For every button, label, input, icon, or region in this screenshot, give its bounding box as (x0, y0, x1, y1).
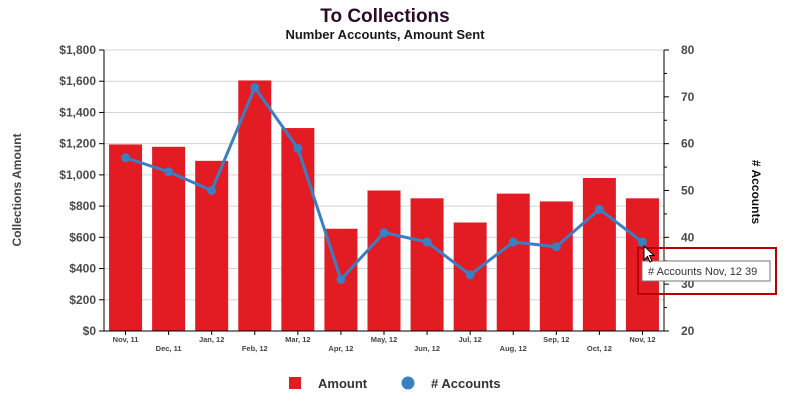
y-tick-label: $200 (69, 293, 96, 307)
y-tick-label: $1,600 (59, 74, 96, 88)
y-tick-label: $400 (69, 262, 96, 276)
x-tick-label: Nov, 12 (629, 335, 655, 344)
point[interactable] (207, 186, 217, 195)
y2-tick-label: 70 (681, 90, 695, 104)
line-series-accounts (121, 82, 647, 284)
point[interactable] (121, 153, 131, 163)
legend-item-amount[interactable]: Amount (289, 376, 368, 391)
legend-item-accounts[interactable]: # Accounts (401, 376, 501, 391)
mouse-cursor-icon (643, 244, 656, 263)
x-tick-label: Apr, 12 (328, 344, 353, 353)
bar[interactable] (281, 128, 315, 331)
legend-swatch-accounts (401, 376, 415, 390)
x-tick-label: Aug, 12 (500, 344, 527, 353)
legend-swatch-amount (289, 377, 301, 389)
bar[interactable] (539, 201, 573, 331)
y2-tick-label: 80 (681, 43, 695, 57)
y-axis-left-label: Collections Amount (10, 134, 24, 247)
x-tick-label: Sep, 12 (543, 335, 569, 344)
bar-series-amount (109, 80, 659, 331)
point[interactable] (508, 237, 518, 247)
legend-label-amount: Amount (318, 376, 368, 391)
x-axis-ticks: Nov, 11 Dec, 11 Jan, 12 Feb, 12 Mar, 12 Apr, … (113, 331, 656, 353)
x-tick-label: Jun, 12 (414, 344, 440, 353)
point[interactable] (250, 82, 260, 92)
x-tick-label: Jan, 12 (199, 335, 224, 344)
y-tick-label: $1,200 (59, 137, 96, 151)
y-tick-label: $1,400 (59, 105, 96, 119)
y2-tick-label: 20 (681, 324, 695, 338)
chart-title: To Collections (320, 6, 449, 27)
y-axis-right-label: # Accounts (749, 160, 763, 225)
x-tick-label: Mar, 12 (285, 335, 310, 344)
point[interactable] (293, 143, 303, 153)
bar[interactable] (238, 80, 272, 331)
bar[interactable] (410, 198, 444, 331)
legend-label-accounts: # Accounts (431, 376, 501, 391)
x-tick-label: May, 12 (371, 335, 398, 344)
y-axis-left-ticks: $0 $200 $400 $600 $800 $1,000 $1,200 $1,400 $1,6… (59, 43, 104, 338)
bar[interactable] (582, 178, 616, 331)
bar[interactable] (109, 144, 143, 331)
x-tick-label: Oct, 12 (587, 344, 612, 353)
y-tick-label: $600 (69, 230, 96, 244)
point[interactable] (465, 270, 475, 280)
point[interactable] (637, 237, 647, 247)
y-tick-label: $1,800 (59, 43, 96, 57)
y2-tick-label: 50 (681, 184, 695, 198)
point[interactable] (422, 237, 432, 247)
x-tick-label: Jul, 12 (458, 335, 481, 344)
legend: Amount # Accounts (289, 376, 501, 391)
y2-tick-label: 40 (681, 230, 695, 244)
y-tick-label: $0 (83, 324, 97, 338)
point[interactable] (164, 167, 174, 177)
point[interactable] (379, 228, 389, 238)
chart-subtitle: Number Accounts, Amount Sent (285, 27, 485, 42)
y-tick-label: $1,000 (59, 168, 96, 182)
bar[interactable] (496, 193, 530, 331)
tooltip (641, 260, 771, 282)
point[interactable] (551, 242, 561, 252)
tooltip-highlight: # Accounts Nov, 12 39 (637, 244, 777, 295)
x-tick-label: Nov, 11 (113, 335, 139, 344)
tooltip-highlight-box (637, 247, 777, 295)
point[interactable] (594, 204, 604, 214)
y2-tick-label: 60 (681, 137, 695, 151)
bar[interactable] (367, 190, 401, 332)
tooltip-text: # Accounts Nov, 12 39 (648, 266, 757, 278)
x-tick-label: Dec, 11 (156, 344, 182, 353)
y-tick-label: $800 (69, 199, 96, 213)
point[interactable] (336, 274, 346, 284)
x-tick-label: Feb, 12 (242, 344, 268, 353)
